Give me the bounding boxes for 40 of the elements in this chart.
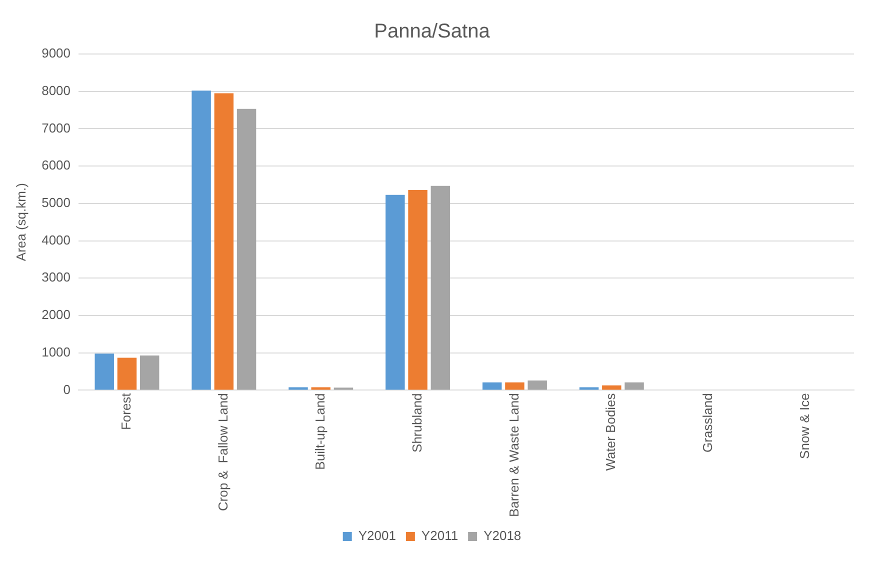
bar bbox=[117, 358, 137, 390]
bar bbox=[288, 387, 308, 390]
bar bbox=[430, 186, 450, 390]
bar bbox=[94, 354, 114, 390]
y-tick-label: 8000 bbox=[42, 82, 71, 98]
bar bbox=[192, 90, 211, 390]
bar bbox=[579, 387, 599, 390]
bar bbox=[236, 108, 256, 390]
chart-title: Panna/Satna bbox=[374, 20, 491, 43]
legend-label: Y2001 bbox=[358, 528, 396, 544]
x-tick-label: Shrubland bbox=[409, 393, 424, 452]
bar bbox=[528, 380, 547, 390]
y-axis-title: Area (sq.km.) bbox=[13, 183, 28, 262]
legend-label: Y2011 bbox=[421, 528, 458, 544]
bar bbox=[408, 190, 428, 390]
x-tick-label: Snow & Ice bbox=[797, 393, 812, 459]
bar bbox=[214, 93, 234, 390]
y-tick-label: 6000 bbox=[42, 158, 71, 173]
x-tick-label: Built-up Land bbox=[312, 393, 328, 470]
bar bbox=[602, 385, 622, 390]
y-tick-label: 4000 bbox=[42, 232, 71, 248]
x-tick-label: Crop & Fallow Land bbox=[216, 393, 230, 511]
x-tick-label: Water Bodies bbox=[603, 392, 618, 471]
y-tick-label: 2000 bbox=[42, 307, 71, 322]
x-tick-label: Grassland bbox=[700, 393, 716, 452]
legend-label: Y2018 bbox=[484, 528, 522, 544]
y-tick-label: 9000 bbox=[42, 46, 71, 61]
y-tick-label: 1000 bbox=[42, 344, 71, 360]
bar bbox=[140, 355, 160, 390]
x-tick-label: Barren & Waste Land bbox=[506, 393, 522, 518]
y-tick-label: 7000 bbox=[42, 120, 71, 136]
y-tick-label: 3000 bbox=[42, 270, 71, 285]
y-tick-label: 0 bbox=[63, 382, 71, 397]
bar bbox=[482, 382, 502, 390]
bar bbox=[505, 382, 524, 390]
x-tick-label: Forest bbox=[118, 392, 134, 430]
bar bbox=[386, 194, 405, 390]
bar bbox=[311, 387, 330, 390]
y-tick-label: 5000 bbox=[42, 195, 71, 210]
bar bbox=[624, 382, 644, 390]
